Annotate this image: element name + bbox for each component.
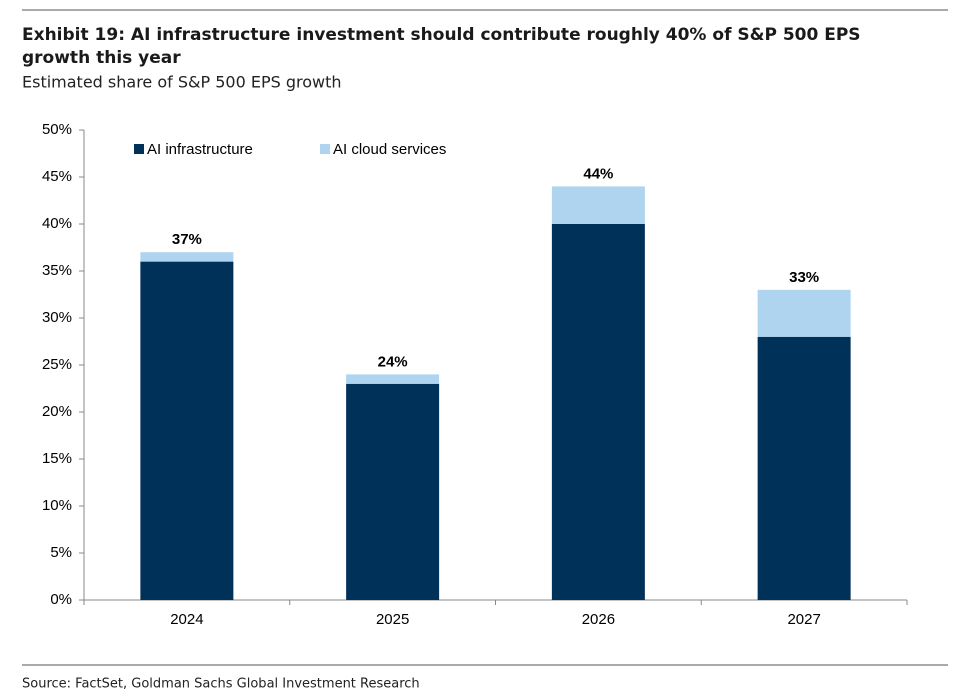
x-tick-label: 2025 [376, 611, 409, 628]
y-tick-label: 50% [42, 121, 72, 138]
y-tick-label: 5% [50, 544, 72, 561]
total-label: 33% [789, 269, 819, 286]
y-tick-label: 40% [42, 215, 72, 232]
x-tick-label: 2024 [170, 611, 203, 628]
y-tick-label: 45% [42, 168, 72, 185]
bar-segment [757, 336, 851, 600]
total-label: 37% [172, 231, 202, 248]
x-tick-label: 2026 [582, 611, 615, 628]
bar-segment [346, 374, 440, 384]
legend-swatch [320, 144, 330, 154]
bar-segment [551, 186, 645, 224]
y-tick-label: 35% [42, 262, 72, 279]
chart-subtitle: Estimated share of S&P 500 EPS growth [22, 73, 342, 92]
legend-label: AI infrastructure [147, 141, 253, 158]
y-tick-label: 0% [50, 591, 72, 608]
chart-title: Exhibit 19: AI infrastructure investment… [22, 25, 861, 68]
legend-swatch [134, 144, 144, 154]
title-line: growth this year [22, 48, 181, 68]
legend-label: AI cloud services [333, 141, 446, 158]
total-label: 24% [378, 353, 408, 370]
total-label: 44% [583, 165, 613, 182]
y-tick-label: 30% [42, 309, 72, 326]
y-tick-label: 25% [42, 356, 72, 373]
title-line: Exhibit 19: AI infrastructure investment… [22, 25, 861, 45]
source-note: Source: FactSet, Goldman Sachs Global In… [22, 677, 420, 692]
x-tick-label: 2027 [787, 611, 820, 628]
y-tick-label: 10% [42, 497, 72, 514]
bar-segment [140, 252, 234, 262]
bar-segment [551, 224, 645, 600]
bar-segment [757, 289, 851, 337]
bar-segment [346, 383, 440, 600]
y-tick-label: 20% [42, 403, 72, 420]
bar-segment [140, 261, 234, 600]
y-tick-label: 15% [42, 450, 72, 467]
